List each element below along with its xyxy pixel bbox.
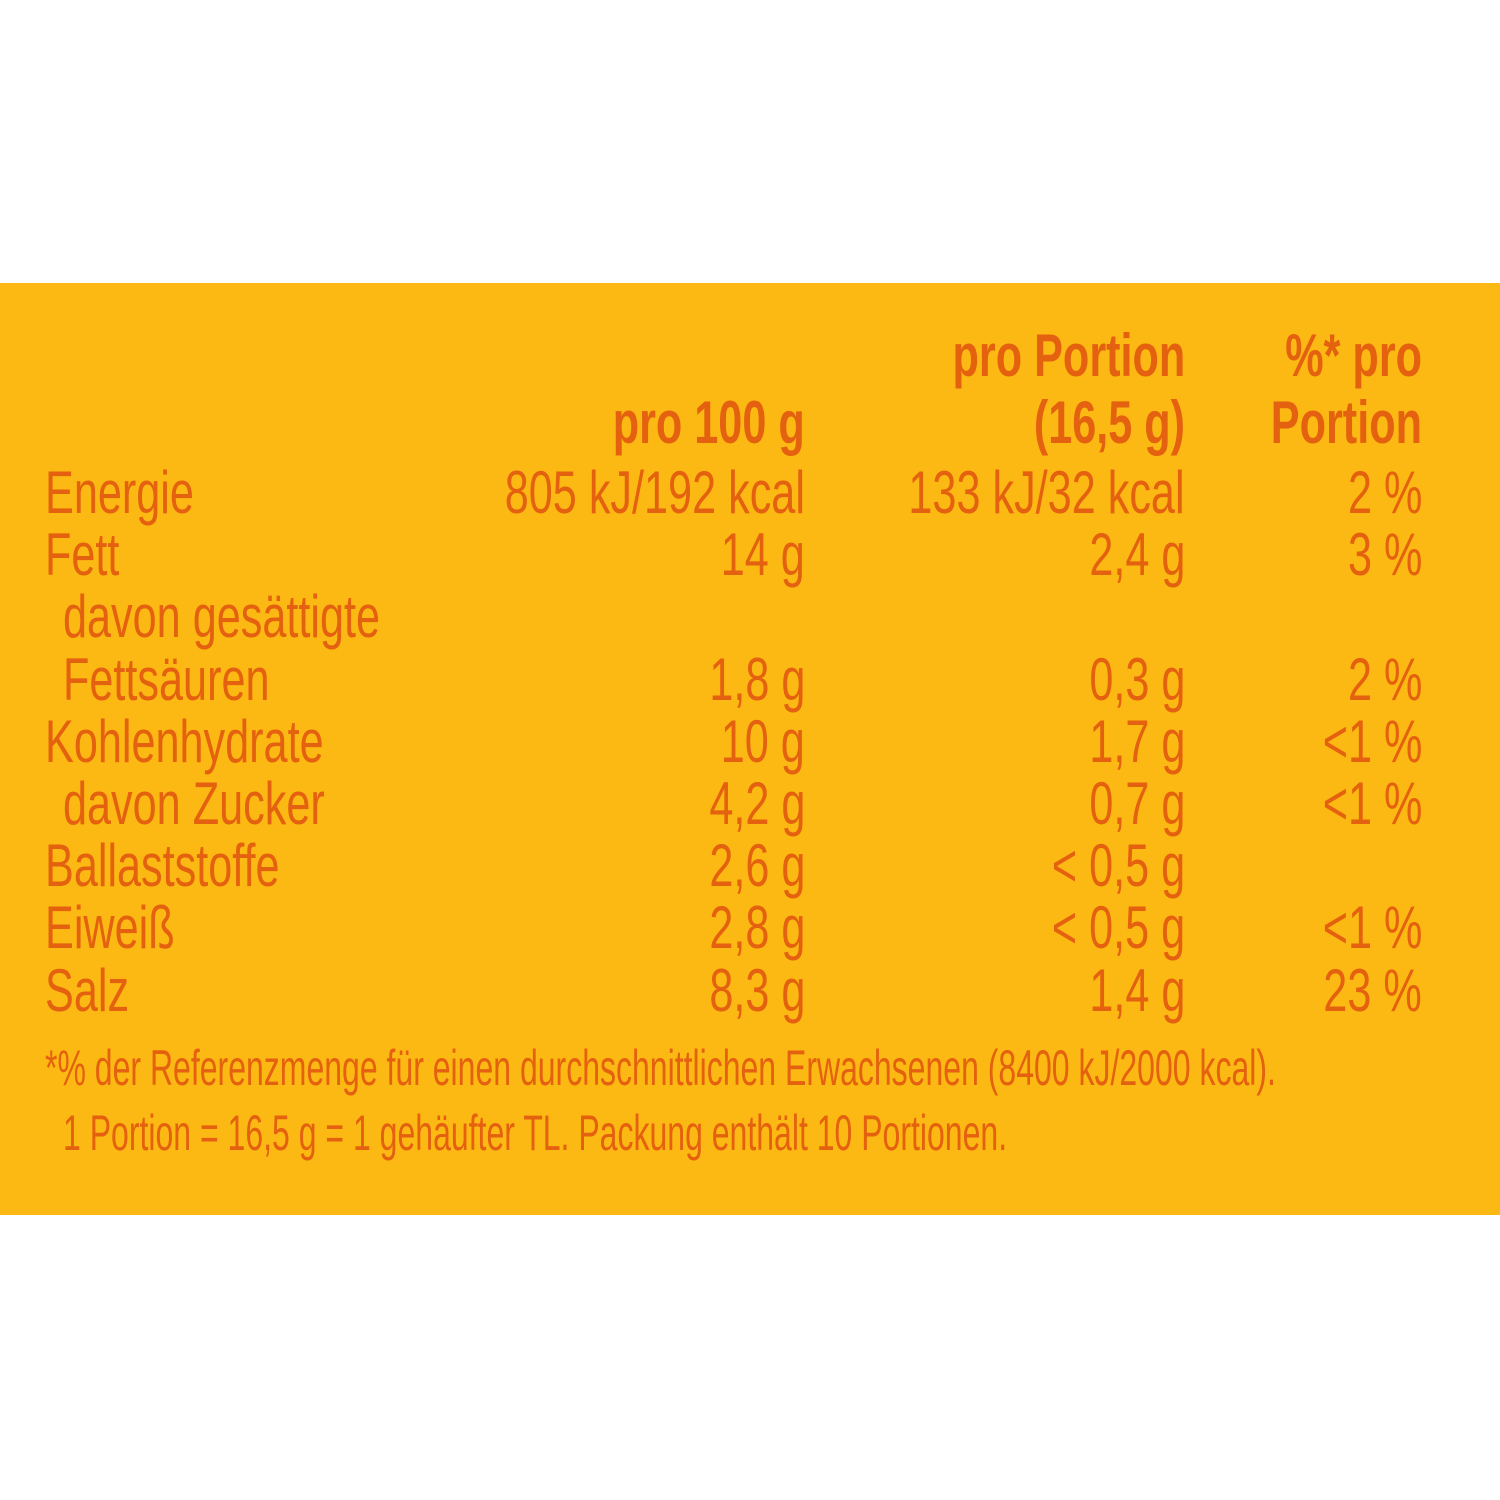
row-percent: 23 % [1323, 956, 1422, 1024]
footnote-reference: *% der Referenzmenge für einen durchschn… [45, 1040, 1276, 1096]
row-label: Eiweiß [45, 894, 175, 962]
nutrition-table: pro 100 g pro Portion (16,5 g) %* pro Po… [0, 283, 1500, 1215]
row-percent: 3 % [1347, 521, 1422, 589]
header-per-100g: pro 100 g [612, 389, 805, 456]
row-label: Fett [45, 521, 120, 589]
row-per-100g: 4,2 g [708, 770, 805, 837]
header-per-portion: pro Portion [952, 322, 1185, 389]
row-per-portion: 2,4 g [1088, 521, 1185, 589]
row-per-100g: 1,8 g [708, 645, 805, 713]
row-label: davon gesättigte [63, 583, 381, 651]
row-label: Salz [45, 956, 130, 1024]
row-percent: 2 % [1347, 645, 1422, 713]
row-percent: 2 % [1347, 459, 1422, 526]
row-per-portion: 133 kJ/32 kcal [908, 459, 1185, 526]
row-label: Energie [45, 459, 194, 526]
row-per-portion: 1,4 g [1088, 956, 1185, 1024]
row-label: Fettsäuren [63, 645, 270, 713]
row-per-100g: 10 g [720, 707, 805, 775]
row-percent: <1 % [1322, 707, 1422, 775]
row-per-portion: 1,7 g [1088, 707, 1185, 775]
row-label: davon Zucker [63, 770, 325, 837]
row-per-portion: < 0,5 g [1051, 832, 1185, 900]
row-per-portion: 0,7 g [1088, 770, 1185, 837]
row-per-portion: 0,3 g [1088, 645, 1185, 713]
row-per-100g: 8,3 g [708, 956, 805, 1024]
row-per-portion: < 0,5 g [1051, 894, 1185, 962]
header-percent-portion: Portion [1270, 389, 1422, 456]
header-portion-size: (16,5 g) [1033, 389, 1185, 456]
header-percent: %* pro [1285, 322, 1422, 389]
row-per-100g: 2,6 g [708, 832, 805, 900]
row-percent: <1 % [1322, 894, 1422, 962]
footnote-portion: 1 Portion = 16,5 g = 1 gehäufter TL. Pac… [63, 1105, 1008, 1161]
row-percent: <1 % [1322, 770, 1422, 837]
row-label: Kohlenhydrate [45, 707, 324, 775]
row-per-100g: 2,8 g [708, 894, 805, 962]
row-per-100g: 14 g [720, 521, 805, 589]
row-label: Ballaststoffe [45, 832, 280, 900]
row-per-100g: 805 kJ/192 kcal [504, 459, 805, 526]
